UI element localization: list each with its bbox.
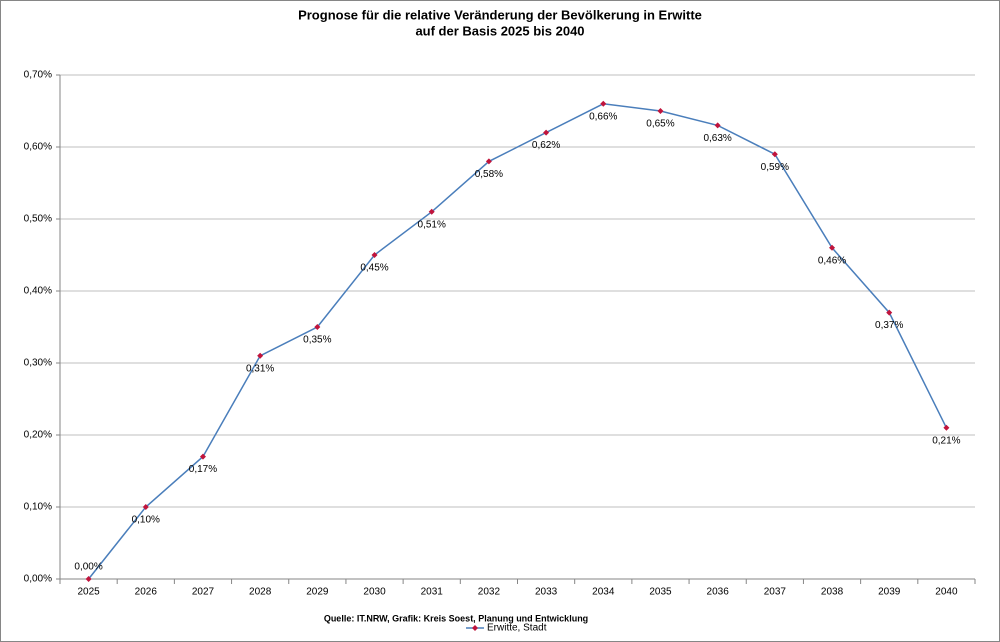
y-tick-label: 0,60%	[24, 142, 52, 153]
data-label: 0,45%	[360, 263, 388, 274]
data-label: 0,65%	[646, 119, 674, 130]
data-point	[714, 122, 721, 129]
data-point	[543, 129, 550, 136]
data-point	[428, 208, 435, 215]
data-label: 0,10%	[132, 515, 160, 526]
data-label: 0,17%	[189, 464, 217, 475]
x-tick-label: 2035	[649, 587, 672, 598]
y-tick-label: 0,10%	[24, 502, 52, 513]
data-point	[657, 108, 664, 114]
data-label: 0,63%	[703, 133, 731, 144]
data-point	[943, 424, 950, 431]
data-point	[314, 324, 321, 330]
data-label: 0,59%	[761, 162, 789, 173]
x-tick-label: 2029	[306, 587, 329, 598]
x-tick-label: 2031	[421, 587, 444, 598]
x-tick-label: 2036	[707, 587, 730, 598]
x-tick-label: 2027	[192, 587, 215, 598]
data-point	[199, 453, 206, 460]
x-tick-label: 2038	[821, 587, 844, 598]
x-tick-label: 2037	[764, 587, 787, 598]
chart-title: Prognose für die relative Veränderung de…	[298, 7, 702, 22]
x-tick-label: 2025	[77, 587, 100, 598]
data-point	[600, 100, 607, 107]
data-label: 0,35%	[303, 335, 331, 346]
x-tick-label: 2034	[592, 587, 615, 598]
series-line	[88, 103, 948, 580]
x-tick-label: 2032	[478, 587, 501, 598]
data-point	[371, 252, 378, 258]
x-tick-label: 2033	[535, 587, 558, 598]
data-label: 0,37%	[875, 320, 903, 331]
data-point	[771, 151, 778, 158]
data-point	[257, 352, 264, 359]
data-label: 0,00%	[74, 562, 102, 573]
data-label: 0,62%	[532, 140, 560, 151]
legend-marker	[472, 625, 478, 631]
data-label: 0,31%	[246, 363, 274, 374]
data-point	[85, 576, 92, 582]
data-point	[829, 244, 836, 251]
chart-subtitle: auf der Basis 2025 bis 2040	[415, 23, 584, 38]
data-label: 0,66%	[589, 111, 617, 122]
y-tick-label: 0,00%	[24, 574, 52, 585]
x-tick-label: 2039	[878, 587, 901, 598]
x-tick-label: 2040	[935, 587, 958, 598]
legend-label: Erwitte, Stadt	[487, 623, 547, 634]
data-point	[485, 158, 492, 165]
y-tick-label: 0,40%	[24, 286, 52, 297]
y-tick-label: 0,30%	[24, 358, 52, 369]
y-tick-label: 0,70%	[24, 70, 52, 81]
y-tick-label: 0,20%	[24, 430, 52, 441]
data-label: 0,46%	[818, 255, 846, 266]
data-point	[142, 504, 149, 510]
data-label: 0,58%	[475, 169, 503, 180]
data-label: 0,51%	[418, 219, 446, 230]
x-tick-label: 2026	[135, 587, 158, 598]
data-label: 0,21%	[932, 435, 960, 446]
x-tick-label: 2030	[363, 587, 386, 598]
x-tick-label: 2028	[249, 587, 272, 598]
data-point	[886, 309, 893, 316]
y-tick-label: 0,50%	[24, 214, 52, 225]
source-note: Quelle: IT.NRW, Grafik: Kreis Soest, Pla…	[324, 613, 588, 623]
